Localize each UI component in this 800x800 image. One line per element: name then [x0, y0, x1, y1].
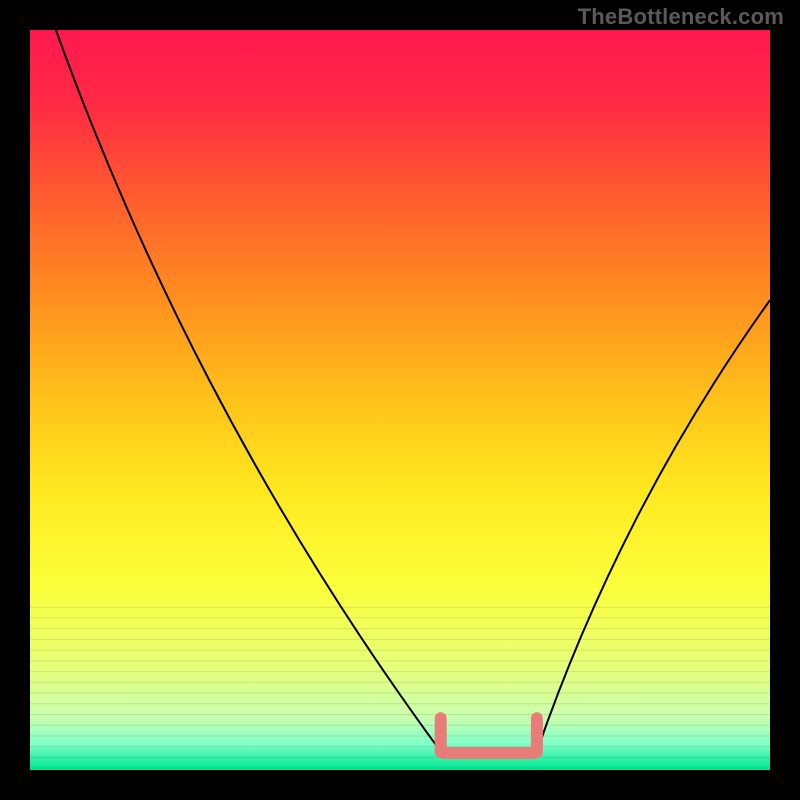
bottleneck-chart	[30, 30, 770, 770]
plot-frame	[30, 30, 770, 770]
chart-background	[30, 30, 770, 770]
watermark-text: TheBottleneck.com	[578, 4, 784, 30]
